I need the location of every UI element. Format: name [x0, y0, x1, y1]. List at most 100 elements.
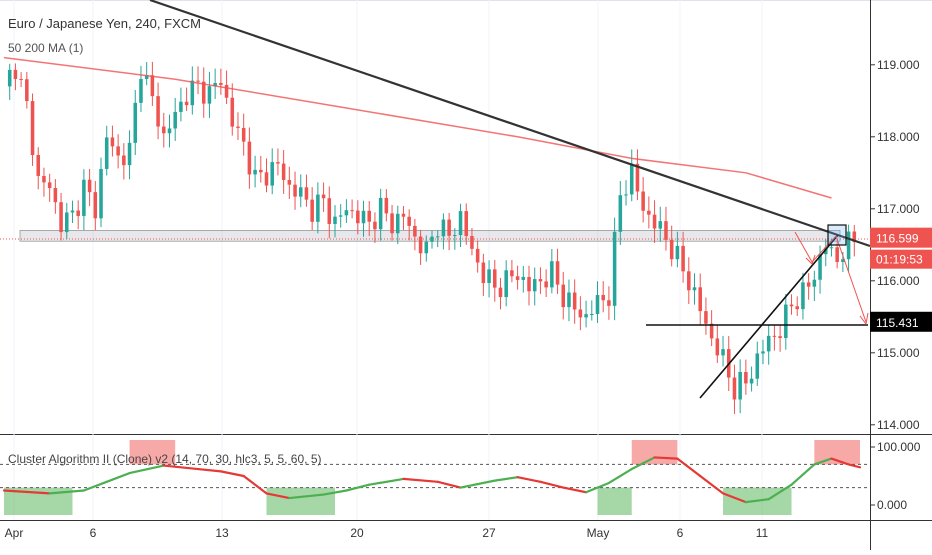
candle-body [310, 199, 314, 222]
candle-body [544, 281, 548, 288]
oscillator-segment [82, 480, 108, 492]
moving-average-line [3, 56, 832, 199]
oscillator-segment [790, 463, 816, 486]
projection-arrow [835, 235, 867, 323]
x-tick-label: 11 [756, 526, 769, 540]
candle-body [538, 279, 543, 282]
candle-body [259, 169, 263, 173]
candle-body [264, 172, 269, 186]
candle-body [447, 219, 451, 236]
candle-body [150, 75, 155, 97]
oscillator-segment [813, 457, 833, 466]
candle-body [127, 142, 132, 166]
candle-body [578, 309, 583, 318]
candle-body [738, 371, 742, 400]
candle-body [715, 338, 720, 356]
last-price-badge [870, 227, 932, 248]
candle-body [846, 231, 851, 260]
candle-body [504, 270, 508, 298]
candle-body [441, 219, 446, 237]
candle-body [270, 162, 274, 186]
candle-body [30, 101, 35, 156]
oscillator-segment [699, 474, 725, 495]
candle-body [36, 155, 41, 176]
y-tick-label: 118.000 [877, 130, 920, 144]
candle-body [487, 269, 491, 284]
candle-body [99, 168, 103, 219]
oscillator-segment [48, 489, 85, 495]
candle-body [230, 97, 235, 127]
candle-body [13, 69, 18, 79]
candle-body [453, 235, 457, 237]
candle-body [595, 295, 600, 314]
candle-body [367, 210, 371, 222]
oscillator-segment [345, 483, 371, 492]
candle-body [25, 79, 29, 102]
oscillator-segment [459, 479, 496, 489]
candle-body [418, 236, 423, 254]
candle-body [287, 180, 292, 185]
candle-body [47, 182, 52, 189]
oscillator-segment [653, 456, 679, 460]
candle-body [744, 371, 748, 384]
candle-body [772, 335, 777, 337]
candle-body [692, 287, 697, 291]
candle-body [401, 213, 406, 217]
candle-body [681, 245, 685, 272]
y-tick-label: 119.000 [877, 58, 920, 72]
candle-body [207, 86, 212, 104]
x-tick-label: 27 [482, 526, 496, 540]
candle-body [190, 80, 195, 106]
candle-body [852, 231, 857, 243]
candle-body [298, 187, 303, 197]
candle-body [829, 247, 834, 249]
candle-body [607, 300, 611, 306]
candle-body [196, 80, 200, 82]
candle-body [59, 202, 63, 233]
candle-body [395, 213, 400, 234]
candle-body [567, 292, 571, 308]
oscillator-segment [516, 476, 542, 483]
candle-body [641, 191, 645, 211]
candle-body [42, 175, 46, 183]
candle-body [806, 282, 811, 287]
oscillator-segment [402, 477, 439, 483]
candle-body [709, 323, 714, 339]
oscillator-segment [676, 457, 702, 478]
chart-title: Euro / Japanese Yen, 240, FXCM [8, 16, 201, 31]
candle-body [110, 137, 115, 147]
candle-body [65, 212, 69, 233]
candle-body [704, 311, 708, 324]
candle-body [789, 304, 794, 307]
candle-body [327, 198, 332, 224]
candle-body [841, 259, 845, 262]
candle-body [430, 236, 434, 242]
candle-body [761, 351, 765, 354]
candle-body [156, 96, 160, 127]
overbought-zone [129, 440, 176, 465]
candle-body [624, 194, 628, 196]
candle-body [253, 169, 257, 175]
oscillator-segment [322, 489, 348, 496]
candle-body [201, 81, 206, 104]
candle-body [498, 287, 503, 298]
candle-body [721, 349, 725, 356]
candle-body [133, 102, 138, 143]
oscillator-segment [288, 493, 325, 500]
candle-body [515, 276, 520, 280]
oscillator-segment [721, 492, 747, 504]
oscillator-segment [105, 472, 131, 483]
candle-body [276, 162, 280, 164]
candle-body [778, 336, 782, 338]
candle-body [635, 163, 640, 192]
candle-body [464, 211, 469, 237]
last-price-label: 116.599 [876, 232, 919, 246]
candle-body [316, 194, 320, 222]
candle-body [139, 78, 143, 103]
candle-body [19, 78, 23, 80]
indicator-title: Cluster Algorithm II (Clone) v2 (14, 70,… [8, 452, 322, 466]
candle-body [584, 314, 588, 318]
oscillator-segment [128, 464, 165, 475]
